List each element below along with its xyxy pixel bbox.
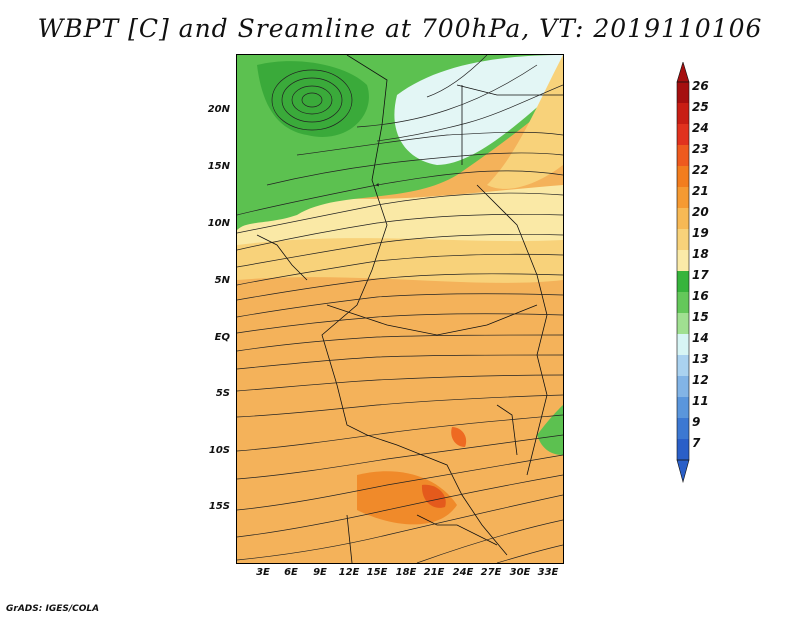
colorbar-swatch-20	[677, 208, 689, 229]
colorbar-swatch-23	[677, 145, 689, 166]
colorbar-swatch-18	[677, 250, 689, 271]
colorbar-swatch-21	[677, 187, 689, 208]
colorbar-label-19: 19	[692, 226, 709, 240]
colorbar-label-14: 14	[692, 331, 709, 345]
colorbar-label-12: 12	[692, 373, 709, 387]
colorbar-swatch-26	[677, 82, 689, 103]
field-pale-blue	[394, 55, 563, 165]
lon-label-27e: 27E	[480, 567, 502, 578]
lat-label-15s: 15S	[208, 501, 230, 512]
colorbar-swatch-25	[677, 103, 689, 124]
lat-label-20n: 20N	[207, 104, 230, 115]
lon-label-15e: 15E	[366, 567, 388, 578]
colorbar-label-25: 25	[692, 100, 709, 114]
lat-label-eq: EQ	[214, 332, 230, 343]
grads-credit: GrADS: IGES/COLA	[6, 604, 100, 614]
colorbar-swatch-19	[677, 229, 689, 250]
colorbar-label-20: 20	[692, 205, 709, 219]
lon-label-33e: 33E	[537, 567, 559, 578]
field-green-se	[537, 405, 563, 455]
colorbar-label-22: 22	[692, 163, 709, 177]
lon-label-6e: 6E	[284, 567, 298, 578]
field-hot-spot	[451, 427, 467, 447]
colorbar-swatch-15	[677, 313, 689, 334]
field-band-18	[237, 175, 563, 245]
field-dark-green-vortex	[257, 61, 369, 137]
lat-label-5s: 5S	[215, 388, 230, 399]
lon-label-12e: 12E	[338, 567, 360, 578]
streamlines	[237, 55, 563, 563]
lon-label-3e: 3E	[256, 567, 270, 578]
colorbar-label-15: 15	[692, 310, 709, 324]
colorbar-swatch-24	[677, 124, 689, 145]
field-hot-core	[421, 484, 446, 508]
colorbar-swatch-11	[677, 397, 689, 418]
lon-label-9e: 9E	[313, 567, 327, 578]
colorbar-swatch-12	[677, 376, 689, 397]
colorbar-label-21: 21	[692, 184, 709, 198]
colorbar-label-18: 18	[692, 247, 709, 261]
colorbar-label-13: 13	[692, 352, 709, 366]
colorbar-label-24: 24	[692, 121, 709, 135]
lat-label-5n: 5N	[214, 275, 230, 286]
colorbar	[676, 62, 690, 484]
colorbar-label-9: 9	[692, 415, 701, 429]
colorbar-bottom-arrow	[677, 460, 689, 482]
field-ne-yellow	[487, 55, 563, 189]
map-title: WBPT [C] and Sreamline at 700hPa, VT: 20…	[37, 14, 763, 43]
colorbar-label-23: 23	[692, 142, 709, 156]
colorbar-swatch-9	[677, 418, 689, 439]
lat-label-10n: 10N	[207, 218, 230, 229]
colorbar-label-26: 26	[692, 79, 709, 93]
colorbar-swatch-13	[677, 355, 689, 376]
lon-label-30e: 30E	[509, 567, 531, 578]
colorbar-outline	[676, 62, 690, 484]
map-canvas	[237, 55, 563, 563]
colorbar-label-11: 11	[692, 394, 709, 408]
colorbar-swatch-7	[677, 439, 689, 460]
lat-label-15n: 15N	[207, 161, 230, 172]
colorbar-top-arrow	[677, 62, 689, 82]
colorbar-swatch-17	[677, 271, 689, 292]
lat-label-10s: 10S	[208, 445, 230, 456]
lon-label-21e: 21E	[423, 567, 445, 578]
lon-label-18e: 18E	[395, 567, 417, 578]
colorbar-label-16: 16	[692, 289, 709, 303]
colorbar-label-7: 7	[692, 436, 701, 450]
colorbar-swatch-16	[677, 292, 689, 313]
colorbar-swatch-14	[677, 334, 689, 355]
colorbar-label-17: 17	[692, 268, 709, 282]
colorbar-swatch-22	[677, 166, 689, 187]
lon-label-24e: 24E	[452, 567, 474, 578]
map-panel	[236, 54, 564, 564]
